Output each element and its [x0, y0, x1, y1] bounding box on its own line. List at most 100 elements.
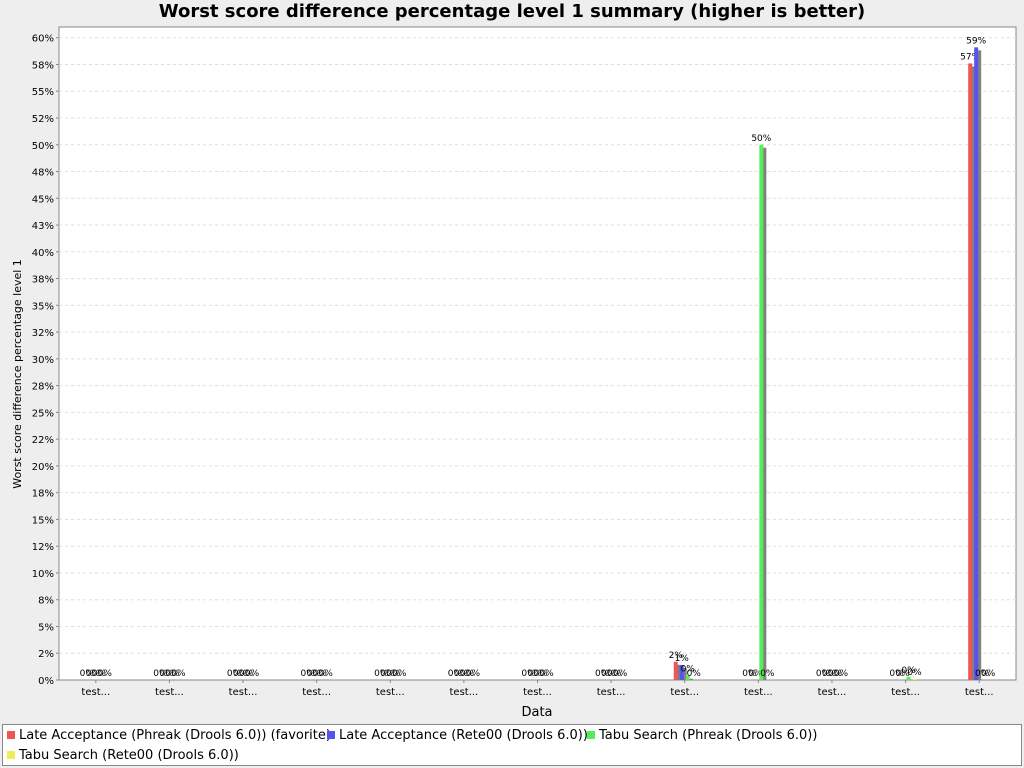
data-label: 0% [607, 669, 622, 679]
bar [906, 676, 911, 680]
data-label: 0% [533, 669, 548, 679]
data-label: 0% [895, 669, 910, 679]
data-label: 57% [960, 52, 980, 62]
data-label: 0% [92, 669, 107, 679]
data-label: 0% [822, 669, 837, 679]
data-label: 0% [448, 669, 463, 679]
bar [685, 675, 690, 680]
bar [679, 665, 684, 680]
data-label: 0% [521, 669, 536, 679]
y-tick-label: 45% [32, 194, 54, 205]
legend-item: Tabu Search (Phreak (Drools 6.0)) [587, 727, 817, 745]
data-label: 0% [907, 668, 922, 678]
data-label: 0% [687, 669, 702, 679]
data-label: 0% [828, 669, 843, 679]
x-tick-label: test... [155, 687, 184, 698]
y-tick-label: 40% [32, 248, 54, 259]
bar-shadow [676, 664, 681, 680]
legend-item: Late Acceptance (Phreak (Drools 6.0)) (f… [7, 727, 331, 745]
data-label: 0% [86, 669, 101, 679]
y-tick-label: 2% [38, 649, 54, 660]
x-tick-label: test... [670, 687, 699, 698]
legend-item: Late Acceptance (Rete00 (Drools 6.0)) [327, 727, 588, 745]
legend-swatch [587, 731, 595, 739]
data-label: 0% [319, 669, 334, 679]
data-label: 0% [834, 669, 849, 679]
data-label: 0% [601, 669, 616, 679]
legend-label: Tabu Search (Phreak (Drools 6.0)) [599, 728, 818, 743]
data-label: 59% [966, 36, 986, 46]
x-tick-label: test... [744, 687, 773, 698]
data-label: 0% [392, 669, 407, 679]
y-tick-label: 35% [32, 301, 54, 312]
x-tick-label: test... [965, 687, 994, 698]
data-label: 0% [889, 669, 904, 679]
y-tick-label: 38% [32, 275, 54, 286]
data-label: 0% [527, 669, 542, 679]
x-tick-label: test... [376, 687, 405, 698]
data-label: 0% [613, 669, 628, 679]
data-label: 0% [466, 669, 481, 679]
data-label: 0% [386, 669, 401, 679]
data-label: 0% [313, 669, 328, 679]
bar-shadow [762, 147, 767, 681]
data-label: 0% [159, 669, 174, 679]
y-tick-label: 50% [32, 141, 54, 152]
plot-area [58, 26, 1017, 681]
y-tick-label: 32% [32, 328, 54, 339]
bar-shadow [688, 678, 693, 680]
x-tick-label: test... [450, 687, 479, 698]
chart-title: Worst score difference percentage level … [158, 1, 866, 22]
y-tick-label: 0% [38, 676, 54, 687]
data-label: 0% [98, 669, 113, 679]
y-tick-label: 52% [32, 114, 54, 125]
data-label: 0% [816, 669, 831, 679]
bar [759, 144, 764, 681]
legend-label: Late Acceptance (Rete00 (Drools 6.0)) [339, 728, 588, 743]
data-label: 0% [165, 669, 180, 679]
data-label: 0% [374, 669, 389, 679]
bar-shadow [977, 50, 982, 680]
data-label: 0% [742, 669, 757, 679]
data-label: 0% [981, 669, 996, 679]
data-label: 2% [669, 651, 684, 661]
y-axis-label: Worst score difference percentage level … [11, 259, 24, 489]
x-tick-label: test... [891, 687, 920, 698]
y-tick-label: 60% [32, 34, 54, 45]
legend-label: Late Acceptance (Phreak (Drools 6.0)) (f… [19, 728, 331, 743]
x-tick-label: test... [229, 687, 258, 698]
y-tick-label: 58% [32, 60, 54, 71]
data-label: 0% [227, 669, 242, 679]
data-label: 0% [307, 669, 322, 679]
y-tick-label: 30% [32, 355, 54, 366]
y-tick-label: 28% [32, 382, 54, 393]
y-tick-label: 20% [32, 462, 54, 473]
y-tick-label: 48% [32, 168, 54, 179]
data-label: 0% [539, 669, 554, 679]
data-label: 50% [751, 134, 771, 144]
data-label: 0% [153, 669, 168, 679]
x-tick-label: test... [597, 687, 626, 698]
y-tick-label: 18% [32, 489, 54, 500]
y-tick-label: 25% [32, 408, 54, 419]
legend-swatch [7, 731, 15, 739]
bar-shadow [971, 66, 976, 680]
y-tick-label: 8% [38, 596, 54, 607]
bar-chart: 0%2%5%8%10%12%15%18%20%22%25%28%30%32%35… [11, 26, 1017, 720]
y-tick-label: 10% [32, 569, 54, 580]
y-tick-label: 22% [32, 435, 54, 446]
y-tick-label: 43% [32, 221, 54, 232]
data-label: 0% [233, 669, 248, 679]
x-tick-label: test... [523, 687, 552, 698]
data-label: 0% [239, 669, 254, 679]
legend-swatch [327, 731, 335, 739]
x-tick-label: test... [302, 687, 331, 698]
bar [673, 661, 678, 680]
data-label: 0% [595, 669, 610, 679]
x-tick-label: test... [818, 687, 847, 698]
y-tick-label: 5% [38, 622, 54, 633]
bar-shadow [682, 668, 687, 680]
y-tick-label: 15% [32, 515, 54, 526]
data-label: 0% [80, 669, 95, 679]
x-axis-label: Data [521, 705, 552, 720]
